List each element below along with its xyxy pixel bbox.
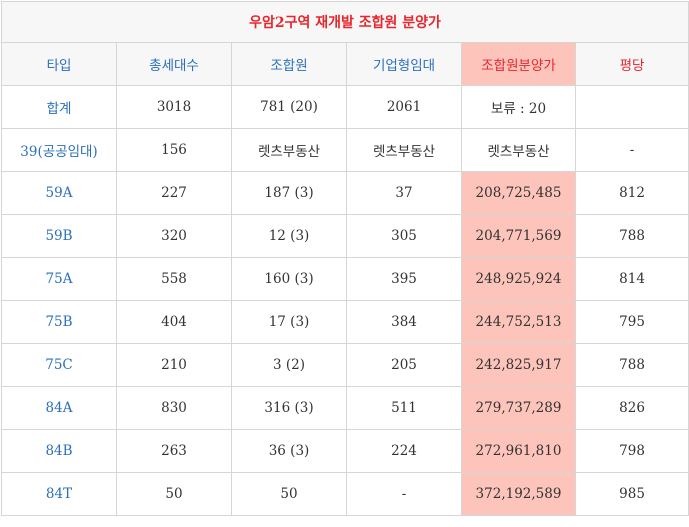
cell-member-price: 248,925,924 <box>461 257 576 301</box>
cell-members: 3 (2) <box>231 343 347 387</box>
cell-total-units: 404 <box>116 300 232 344</box>
cell-corporate-rental: 384 <box>346 300 462 344</box>
cell-total-units: 210 <box>116 343 232 387</box>
cell-price-per-pyeong: 788 <box>574 214 689 258</box>
header-row: 타입 총세대수 조합원 기업형임대 조합원분양가 평당 <box>1 42 689 86</box>
title-row: 우암2구역 재개발 조합원 분양가 <box>0 1 689 43</box>
cell-corporate-rental: 305 <box>346 214 462 258</box>
cell-member-price: 372,192,589 <box>461 472 576 516</box>
cell-members: 17 (3) <box>231 300 347 344</box>
cell-price-per-pyeong <box>574 85 689 129</box>
cell-type: 59B <box>1 214 117 258</box>
cell-members: 50 <box>231 472 347 516</box>
cell-members: 렛츠부동산 <box>231 128 347 172</box>
table-row: 59A 227 187 (3) 37 208,725,485 812 <box>1 171 689 215</box>
header-type: 타입 <box>1 42 117 86</box>
cell-type: 84B <box>1 429 117 473</box>
cell-members: 36 (3) <box>231 429 347 473</box>
cell-price-per-pyeong: 814 <box>574 257 689 301</box>
cell-total-units: 156 <box>116 128 232 172</box>
cell-price-per-pyeong: 798 <box>574 429 689 473</box>
cell-member-price: 렛츠부동산 <box>461 128 576 172</box>
cell-total-units: 263 <box>116 429 232 473</box>
cell-price-per-pyeong: 795 <box>574 300 689 344</box>
table-row: 75A 558 160 (3) 395 248,925,924 814 <box>1 257 689 301</box>
header-total-units: 총세대수 <box>116 42 232 86</box>
cell-price-per-pyeong: 985 <box>574 472 689 516</box>
cell-corporate-rental: 2061 <box>346 85 462 129</box>
table-row: 59B 320 12 (3) 305 204,771,569 788 <box>1 214 689 258</box>
cell-type: 75B <box>1 300 117 344</box>
cell-type: 합계 <box>1 85 117 129</box>
cell-total-units: 227 <box>116 171 232 215</box>
cell-members: 160 (3) <box>231 257 347 301</box>
cell-corporate-rental: - <box>346 472 462 516</box>
header-member-price: 조합원분양가 <box>461 42 576 86</box>
cell-type: 39(공공임대) <box>1 128 117 172</box>
cell-corporate-rental: 395 <box>346 257 462 301</box>
cell-member-price: 242,825,917 <box>461 343 576 387</box>
cell-members: 316 (3) <box>231 386 347 430</box>
cell-total-units: 320 <box>116 214 232 258</box>
cell-price-per-pyeong: 812 <box>574 171 689 215</box>
cell-type: 59A <box>1 171 117 215</box>
cell-corporate-rental: 205 <box>346 343 462 387</box>
cell-type: 84A <box>1 386 117 430</box>
cell-member-price: 보류 : 20 <box>461 85 576 129</box>
cell-members: 12 (3) <box>231 214 347 258</box>
cell-price-per-pyeong: 788 <box>574 343 689 387</box>
cell-member-price: 279,737,289 <box>461 386 576 430</box>
cell-corporate-rental: 511 <box>346 386 462 430</box>
header-corporate-rental: 기업형임대 <box>346 42 462 86</box>
cell-members: 781 (20) <box>231 85 347 129</box>
cell-type: 75A <box>1 257 117 301</box>
table-row: 75B 404 17 (3) 384 244,752,513 795 <box>1 300 689 344</box>
cell-type: 84T <box>1 472 117 516</box>
table-row: 84T 50 50 - 372,192,589 985 <box>1 472 689 516</box>
cell-total-units: 558 <box>116 257 232 301</box>
cell-total-units: 3018 <box>116 85 232 129</box>
header-price-per-pyeong: 평당 <box>574 42 689 86</box>
cell-corporate-rental: 224 <box>346 429 462 473</box>
table-title: 우암2구역 재개발 조합원 분양가 <box>0 1 689 43</box>
cell-price-per-pyeong: 826 <box>574 386 689 430</box>
cell-type: 75C <box>1 343 117 387</box>
table-row: 75C 210 3 (2) 205 242,825,917 788 <box>1 343 689 387</box>
cell-members: 187 (3) <box>231 171 347 215</box>
cell-corporate-rental: 렛츠부동산 <box>346 128 462 172</box>
table-row: 84A 830 316 (3) 511 279,737,289 826 <box>1 386 689 430</box>
table-row-total: 합계 3018 781 (20) 2061 보류 : 20 <box>1 85 689 129</box>
cell-price-per-pyeong: - <box>574 128 689 172</box>
cell-member-price: 204,771,569 <box>461 214 576 258</box>
cell-member-price: 272,961,810 <box>461 429 576 473</box>
cell-total-units: 830 <box>116 386 232 430</box>
cell-member-price: 208,725,485 <box>461 171 576 215</box>
table-row: 84B 263 36 (3) 224 272,961,810 798 <box>1 429 689 473</box>
table-row: 39(공공임대) 156 렛츠부동산 렛츠부동산 렛츠부동산 - <box>1 128 689 172</box>
cell-corporate-rental: 37 <box>346 171 462 215</box>
cell-total-units: 50 <box>116 472 232 516</box>
header-members: 조합원 <box>231 42 347 86</box>
cell-member-price: 244,752,513 <box>461 300 576 344</box>
price-table: 우암2구역 재개발 조합원 분양가 타입 총세대수 조합원 기업형임대 조합원분… <box>0 1 689 516</box>
